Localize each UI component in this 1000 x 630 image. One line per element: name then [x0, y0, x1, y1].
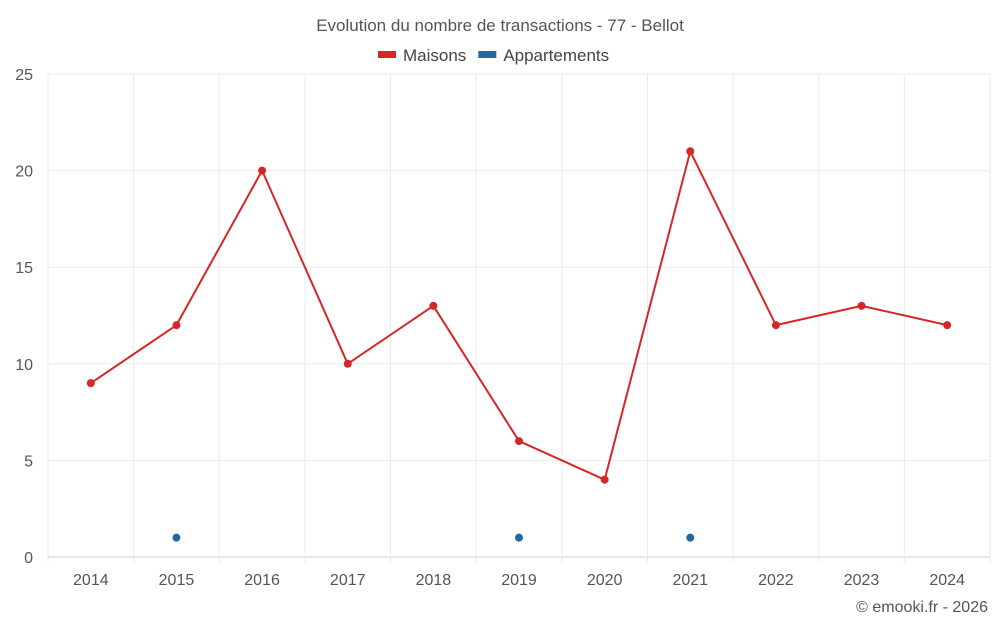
credit-text: © emooki.fr - 2026: [856, 599, 988, 616]
x-tick-label: 2014: [73, 572, 109, 589]
y-tick-label: 25: [15, 67, 33, 84]
data-point-maisons-2018: [429, 301, 438, 310]
y-tick-label: 0: [24, 550, 33, 567]
legend-swatch-appartements: [478, 51, 497, 58]
legend-swatch-maisons: [378, 51, 396, 58]
legend-label-appartements: Appartements: [503, 46, 609, 65]
y-tick-label: 10: [15, 357, 33, 374]
data-point-maisons-2020: [600, 475, 609, 484]
x-tick-label: 2020: [587, 572, 623, 589]
legend-label-maisons: Maisons: [403, 46, 466, 65]
data-point-maisons-2019: [515, 437, 523, 446]
data-point-maisons-2022: [771, 321, 780, 330]
x-tick-label: 2018: [416, 572, 452, 589]
data-point-appartements-2019: [515, 533, 523, 542]
chart-title: Evolution du nombre de transactions - 77…: [316, 16, 684, 35]
data-point-maisons-2024: [943, 321, 952, 330]
x-tick-label: 2023: [844, 572, 880, 589]
y-tick-label: 5: [24, 453, 33, 470]
x-tick-label: 2016: [244, 572, 280, 589]
x-tick-label: 2019: [501, 572, 537, 589]
data-point-maisons-2017: [343, 359, 352, 368]
x-tick-label: 2021: [672, 572, 708, 589]
data-point-maisons-2021: [686, 147, 695, 156]
y-tick-label: 15: [15, 260, 33, 277]
x-tick-label: 2015: [159, 572, 195, 589]
x-tick-label: 2024: [929, 572, 965, 589]
x-tick-label: 2017: [330, 572, 366, 589]
data-point-maisons-2015: [172, 321, 181, 330]
data-point-appartements-2015: [172, 533, 181, 542]
data-point-maisons-2014: [86, 379, 95, 388]
x-tick-label: 2022: [758, 572, 794, 589]
data-point-maisons-2023: [857, 301, 866, 310]
y-tick-label: 20: [15, 164, 33, 181]
data-point-appartements-2021: [686, 533, 695, 542]
data-point-maisons-2016: [258, 166, 267, 175]
